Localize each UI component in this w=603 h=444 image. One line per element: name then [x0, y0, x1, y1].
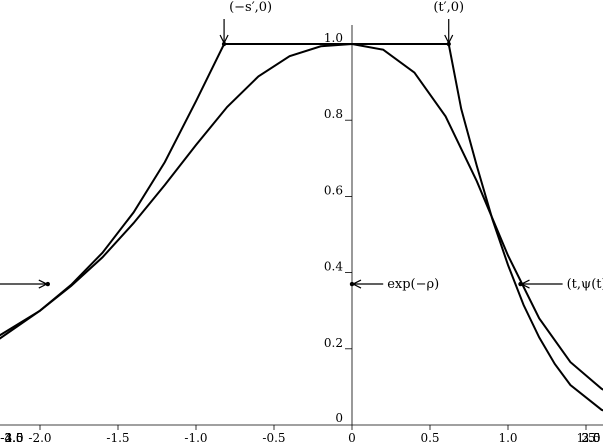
x-tick-label: -1.5: [106, 431, 129, 444]
x-tick-label: 3.0: [581, 431, 600, 444]
series-line-1: [0, 42, 603, 391]
x-tick-label: -2.0: [28, 431, 51, 444]
y-tick-label: 0.8: [324, 107, 343, 121]
arrow-head: [219, 34, 229, 45]
x-tick-label: -1.0: [184, 431, 207, 444]
x-tick-label: 2.0: [581, 431, 600, 444]
y-tick-label: 0.2: [324, 336, 343, 350]
curves: [0, 42, 603, 412]
annotation-label: (t,ψ(t)): [567, 277, 603, 292]
x-tick-label: -3.0: [0, 431, 23, 444]
annotation-label: (t′,0): [433, 0, 464, 15]
arrow-head: [444, 34, 454, 45]
y-tick-label: 0.4: [324, 260, 343, 274]
annotation-label: exp(−ρ): [387, 277, 439, 292]
x-tick-label: 0: [348, 431, 356, 444]
y-tick-label: 0.6: [324, 183, 343, 197]
x-tick-label: 1.5: [576, 431, 595, 444]
x-tick-label: 2.5: [581, 431, 600, 444]
x-tick-label: -2.5: [0, 431, 23, 444]
arrow-head: [520, 279, 530, 289]
series-line-2: [0, 43, 603, 412]
x-tick-label: -4.5: [0, 431, 23, 444]
arrow-head: [38, 279, 49, 289]
x-tick-label: 0.5: [420, 431, 439, 444]
annotation-label: (−s′,0): [229, 0, 272, 15]
x-tick-label: -3.5: [0, 431, 23, 444]
y-tick-label: 0: [335, 411, 343, 425]
axes: -4.5-4.0-3.5-3.0-2.5 -2.0 -1.5 -1.0 -0.5 0 0.5…: [0, 24, 603, 444]
x-tick-label: 1.0: [498, 431, 517, 444]
y-tick-label: 1.0: [324, 31, 343, 45]
x-tick-label: -4.0: [0, 431, 23, 444]
arrow-head: [351, 279, 362, 289]
x-tick-label: -0.5: [262, 431, 285, 444]
annotations: (−s′,0)(t′,0)(−s,ψ(−s))exp(−ρ)(t,ψ(t)): [0, 0, 603, 292]
